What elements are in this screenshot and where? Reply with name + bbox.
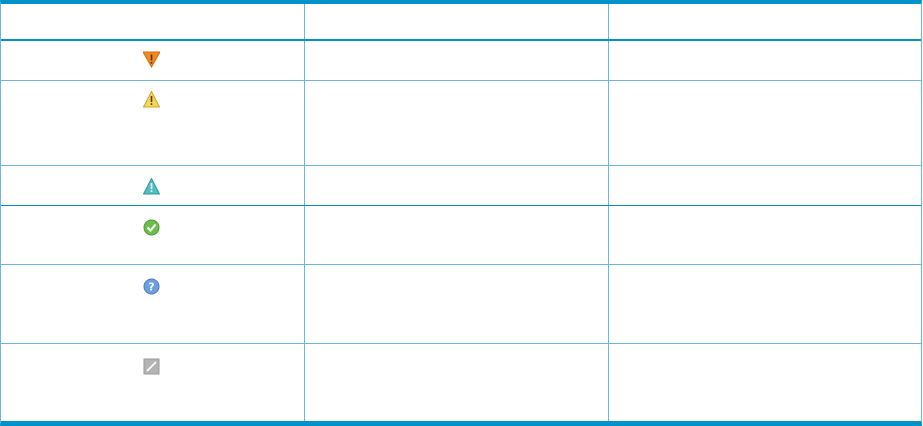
table-cell [609,344,921,421]
icon-cell: ? [1,265,305,343]
minor-triangle-icon [143,178,160,195]
table-cell [609,81,921,165]
icon-cell [1,81,305,165]
unknown-question-circle-icon: ? [143,278,160,295]
header-cell [609,4,921,39]
table-cell [305,265,609,343]
table-row [1,81,921,166]
header-cell [1,4,305,39]
icon-cell [1,41,305,80]
table-row [1,206,921,265]
table-row [1,41,921,81]
critical-down-triangle-icon [143,51,160,68]
table-row [1,166,921,206]
table-row [1,344,921,421]
table-cell [305,206,609,264]
table-cell [305,166,609,205]
warning-triangle-icon [143,91,160,108]
table-cell [609,166,921,205]
table-row: ? [1,265,921,344]
table-cell [609,265,921,343]
table-cell [609,206,921,264]
table-cell [609,41,921,80]
icon-cell [1,344,305,421]
icon-cell [1,166,305,205]
header-cell [305,4,609,39]
table-cell [305,81,609,165]
ok-check-circle-icon [143,219,160,236]
table-cell [305,41,609,80]
table-header-row [1,4,921,41]
table-cell [305,344,609,421]
disabled-slash-square-icon [143,358,160,375]
svg-text:?: ? [148,281,154,294]
icon-cell [1,206,305,264]
